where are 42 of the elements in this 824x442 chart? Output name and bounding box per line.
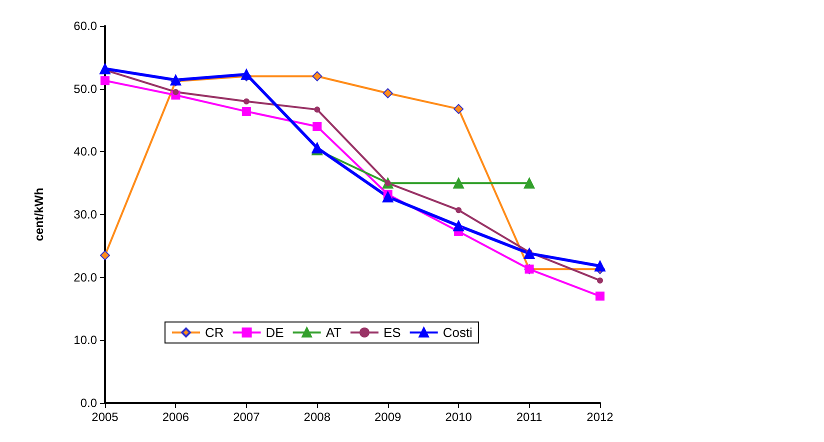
legend-label: DE [266,325,284,340]
point [312,71,322,82]
point [382,191,394,202]
point [456,207,462,214]
point [524,178,535,189]
point [382,88,393,98]
x-tick-label: 2012 [586,410,614,424]
legend-label: ES [383,325,402,340]
x-tick-label: 2009 [374,410,402,424]
point [100,250,110,260]
point [242,106,251,116]
point [240,68,252,80]
legend-label: CR [205,325,224,340]
x-tick-label: 2007 [233,410,260,424]
y-tick-label: 10.0 [74,333,98,348]
x-tick-label: 2011 [516,410,543,424]
x-tick-label: 2010 [445,410,472,424]
point [596,292,604,301]
x-tick-label: 2006 [162,410,190,424]
point [100,63,110,74]
legend-label: AT [326,325,342,340]
x-tick-label: 2008 [304,410,331,424]
legend-label: Costi [442,325,473,340]
point [100,76,110,86]
point [453,220,464,232]
y-tick-label: 30.0 [74,208,98,222]
y-tick-label: 60.0 [74,19,98,33]
point [314,106,320,113]
point [594,260,606,272]
y-tick-label: 20.0 [74,270,98,284]
point [454,104,464,114]
point [172,88,179,95]
point [312,122,322,132]
y-axis-title: cent/kWh [32,188,46,242]
x-tick-label: 2005 [92,410,119,424]
point [597,277,603,284]
point [524,248,535,259]
y-tick-label: 50.0 [74,82,98,96]
point [243,98,250,104]
y-tick-label: 0.0 [80,396,98,410]
y-tick-label: 40.0 [74,144,98,159]
point [453,178,464,189]
